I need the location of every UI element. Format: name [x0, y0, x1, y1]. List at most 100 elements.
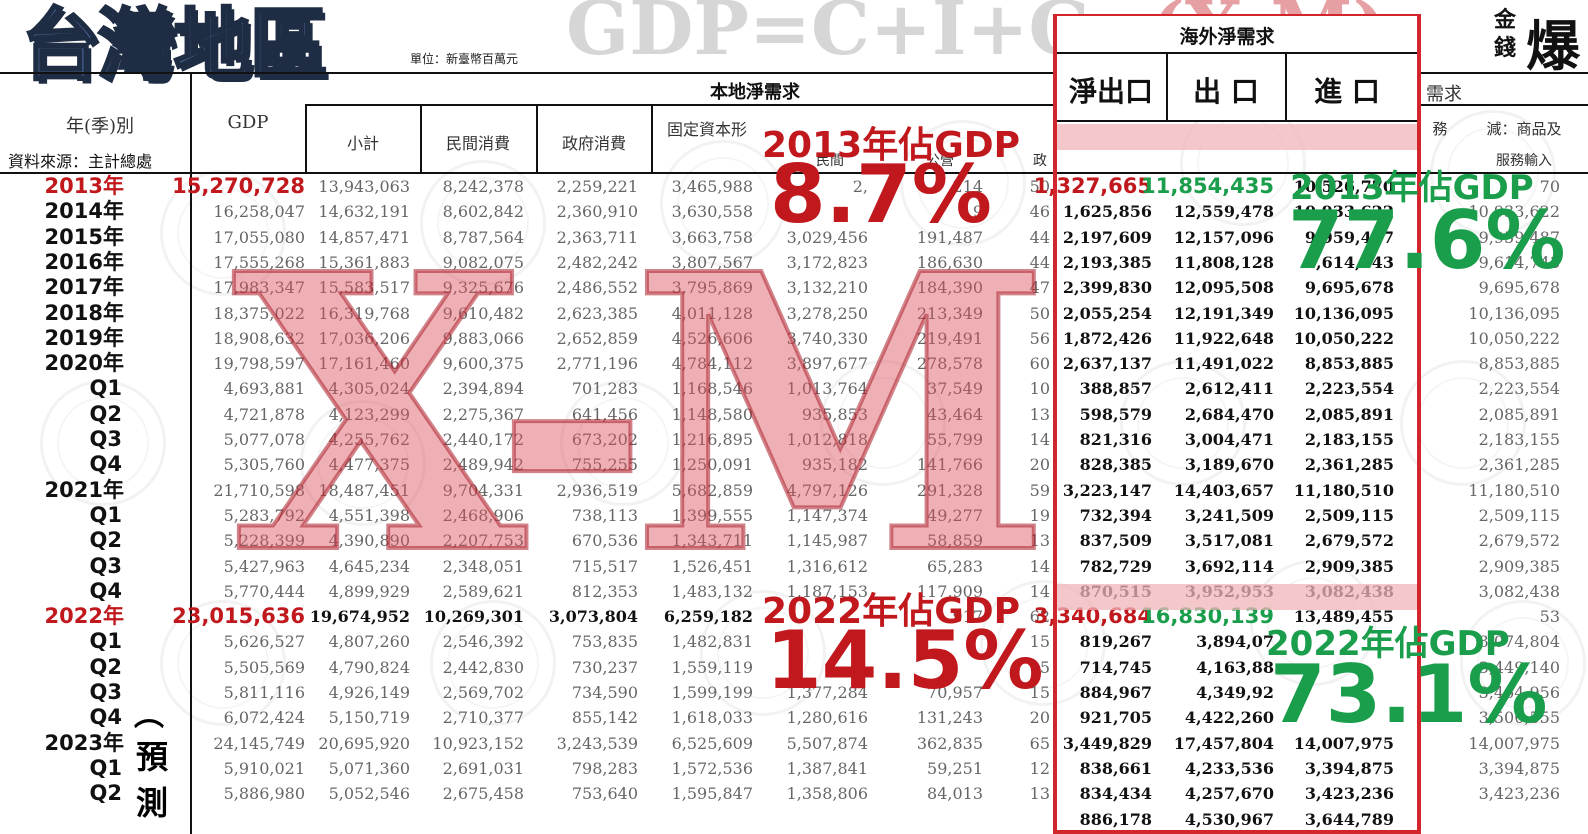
cell-exp: 2,612,411 — [1184, 379, 1274, 399]
cell-gdp: 5,427,963 — [223, 556, 305, 576]
cell-pub: 58,859 — [927, 531, 983, 551]
cell-private: 2,394,894 — [442, 379, 524, 399]
cell-priv: 1,280,616 — [786, 708, 868, 728]
row-label: 2019年 — [44, 325, 124, 350]
cell-gdp: 5,283,792 — [223, 505, 305, 525]
cell-gdp: 17,055,080 — [213, 227, 305, 247]
cell-r2: 2,361,285 — [1478, 455, 1560, 475]
cell-imp: 10,136,095 — [1293, 303, 1394, 323]
cell-net: 1,872,426 — [1062, 328, 1152, 348]
cell-gov: 701,283 — [571, 379, 638, 399]
cell-gov: 715,517 — [571, 556, 638, 576]
cell-gdp: 17,555,268 — [213, 252, 305, 272]
cell-private: 2,207,753 — [442, 531, 524, 551]
cell-r2: 3,449,140 — [1478, 657, 1560, 677]
cell-private: 2,275,367 — [442, 404, 524, 424]
cell-gov: 2,482,242 — [556, 252, 638, 272]
cell-exp: 3,692,114 — [1184, 556, 1274, 576]
cell-pub: 9 — [972, 202, 983, 222]
cell-x: 44 — [1029, 227, 1050, 247]
cell-net: 3,223,147 — [1062, 480, 1152, 500]
cell-net: 886,178 — [1079, 809, 1152, 829]
cell-gdp: 4,721,878 — [223, 404, 305, 424]
cell-x: 15 — [1029, 632, 1050, 652]
row-label: Q3 — [89, 427, 122, 451]
row-label: 2013年 — [44, 174, 124, 198]
cell-imp: 10,526,770 — [1293, 177, 1394, 196]
gdp-formula: GDP=C+I+G — [566, 0, 1092, 72]
header-private-sub: 民間 — [816, 153, 844, 169]
logo-char-1: 金 — [1493, 7, 1516, 33]
cell-private: 8,602,842 — [442, 202, 524, 222]
cell-fixed: 3,630,558 — [671, 202, 753, 222]
cell-subtotal: 4,790,824 — [328, 657, 410, 677]
cell-net: 714,745 — [1079, 657, 1152, 677]
cell-fixed: 1,216,895 — [671, 430, 753, 449]
cell-gov: 673,202 — [571, 430, 638, 449]
cell-fixed: 1,168,546 — [671, 379, 753, 399]
cell-net: 837,509 — [1079, 531, 1152, 551]
cell-net: 838,661 — [1079, 758, 1152, 778]
cell-r2: 2,679,572 — [1478, 531, 1560, 551]
cell-subtotal: 14,857,471 — [318, 227, 410, 247]
cell-pub: 213,349 — [916, 303, 983, 323]
cell-r2: 11,180,510 — [1468, 480, 1560, 500]
cell-x: 19 — [1029, 505, 1050, 525]
cell-pub: 214 — [952, 177, 983, 196]
cell-priv: 935,182 — [801, 455, 868, 475]
cell-r2: 9,695,678 — [1478, 278, 1560, 298]
cell-fixed: 1,618,033 — [671, 708, 753, 728]
header-export: 出 口 — [1193, 75, 1259, 108]
cell-x: 59 — [1029, 480, 1050, 500]
cell-pub: 59,251 — [927, 758, 983, 778]
cell-r2: 9,959,487 — [1478, 227, 1560, 247]
cell-priv: 935,853 — [801, 404, 868, 424]
cell-gov: 753,835 — [571, 632, 638, 652]
cell-imp: 10,050,222 — [1293, 328, 1394, 348]
cell-imp: 2,679,572 — [1304, 531, 1394, 551]
annotation-2022-export-label: 2022年佔GDP — [1266, 624, 1510, 664]
cell-r2: 2,085,891 — [1478, 404, 1560, 424]
cell-subtotal: 5,150,719 — [328, 708, 410, 728]
cell-r2: 3,074,804 — [1478, 632, 1560, 652]
cell-net: 821,316 — [1079, 430, 1152, 449]
cell-pub: 191,487 — [916, 227, 983, 247]
cell-fixed: 1,483,132 — [671, 581, 753, 601]
cell-gov: 730,237 — [571, 657, 638, 677]
cell-priv: 3,172,823 — [786, 252, 868, 272]
cell-pub: 278,578 — [916, 354, 983, 374]
cell-subtotal: 4,645,234 — [328, 556, 410, 576]
cell-gdp: 15,270,728 — [172, 174, 305, 198]
cell-x: 14 — [1029, 581, 1050, 601]
cell-x: 44 — [1029, 252, 1050, 272]
cell-exp: 11,808,128 — [1173, 252, 1274, 272]
cell-fixed: 3,807,567 — [671, 252, 753, 272]
cell-imp: 9,614,743 — [1304, 252, 1394, 272]
cell-fixed: 1,572,536 — [671, 758, 753, 778]
annotation-2022-net-label: 2022年佔GDP — [762, 591, 1021, 632]
cell-private: 2,569,702 — [442, 683, 524, 702]
cell-imp: 9,695,678 — [1304, 278, 1394, 298]
cell-exp: 4,349,92 — [1196, 683, 1274, 702]
cell-x: 62 — [1029, 607, 1050, 627]
header-net-export: 淨出口 — [1068, 75, 1153, 108]
cell-priv: 1,147,374 — [786, 505, 868, 525]
cell-priv: 4,797,126 — [786, 480, 868, 500]
cell-r2: 3,423,236 — [1478, 784, 1560, 804]
cell-net: 921,705 — [1079, 708, 1152, 728]
cell-net: 388,857 — [1079, 379, 1152, 399]
cell-exp: 3,894,07 — [1196, 632, 1274, 652]
cell-fixed: 1,526,451 — [671, 556, 753, 576]
unit-label: 單位：新臺幣百萬元 — [410, 52, 519, 66]
cell-gdp: 6,072,424 — [223, 708, 305, 728]
cell-net: 732,394 — [1079, 505, 1152, 525]
cell-imp: 2,361,285 — [1304, 455, 1394, 475]
cell-gov: 798,283 — [571, 758, 638, 778]
cell-priv: 1,012,818 — [786, 430, 868, 449]
cell-exp: 12,559,478 — [1173, 202, 1274, 222]
cell-subtotal: 13,943,063 — [318, 177, 410, 196]
header-public-sub: 公營 — [926, 153, 954, 169]
cell-r2: 2,183,155 — [1478, 430, 1560, 449]
cell-priv: 1,316,612 — [786, 556, 868, 576]
cell-fixed: 3,795,869 — [671, 278, 753, 298]
